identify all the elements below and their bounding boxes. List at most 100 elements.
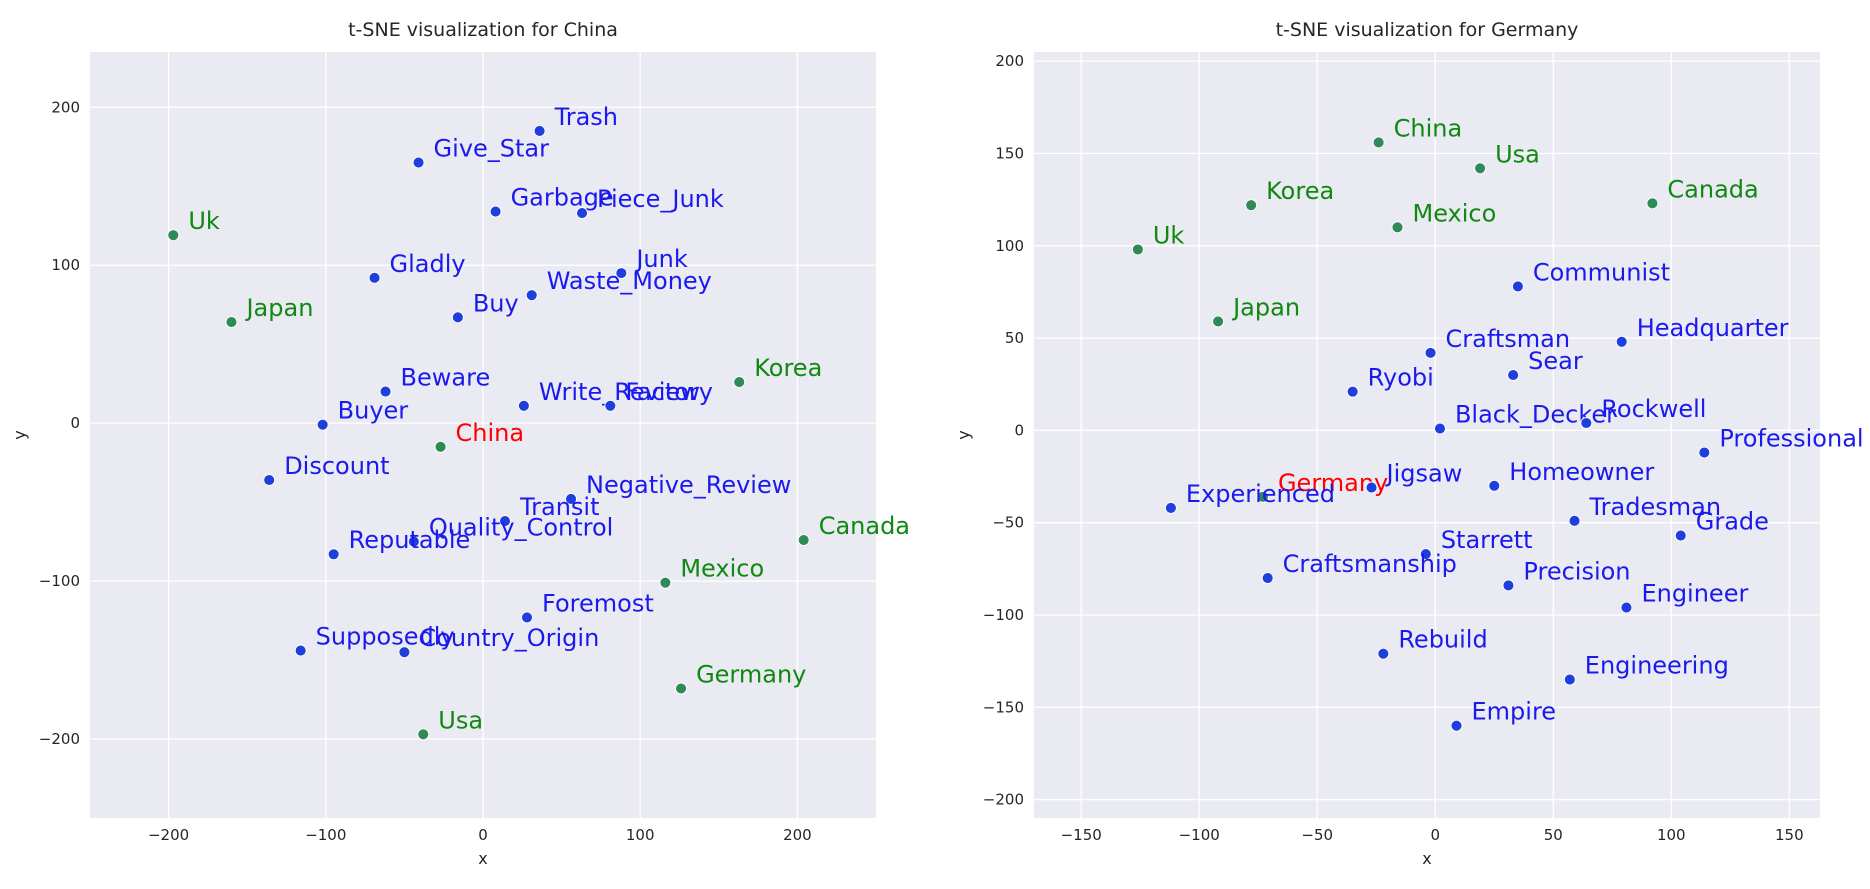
point-label: Piece_Junk [597, 185, 724, 213]
point-label: Buyer [338, 397, 409, 425]
scatter-point [675, 682, 688, 695]
x-tick-label: 100 [626, 826, 655, 844]
scatter-point [733, 376, 746, 389]
scatter-point [521, 611, 533, 624]
scatter-point [1164, 501, 1177, 514]
x-tick-label: −100 [1179, 826, 1220, 844]
point-label: Reputable [349, 526, 471, 554]
scatter-point [1615, 335, 1628, 348]
point-label: Canada [1667, 175, 1758, 203]
scatter-point [659, 576, 672, 589]
scatter-point [327, 548, 340, 561]
point-label: Usa [1495, 140, 1540, 168]
scatter-point [225, 316, 238, 329]
point-label: Junk [634, 245, 688, 273]
point-label: Rebuild [1398, 626, 1487, 654]
point-label: Garbage [511, 184, 614, 212]
scatter-point [1434, 422, 1446, 435]
scatter-point [1212, 315, 1225, 328]
point-label: Japan [244, 294, 313, 322]
scatter-point [615, 267, 628, 280]
point-label: Rockwell [1601, 395, 1706, 423]
y-axis-label: y [954, 430, 973, 439]
y-tick-label: 200 [995, 52, 1024, 70]
y-tick-label: −100 [39, 572, 80, 590]
point-label: Headquarter [1637, 314, 1789, 342]
scatter-point [294, 644, 307, 657]
x-tick-label: −200 [148, 826, 189, 844]
point-label: Mexico [680, 555, 764, 583]
scatter-point [398, 646, 411, 659]
y-tick-label: −200 [39, 730, 80, 748]
scatter-point [263, 474, 276, 486]
point-label: Uk [1153, 221, 1185, 249]
scatter-point [489, 205, 502, 218]
scatter-point [1563, 673, 1576, 686]
point-label: Empire [1472, 698, 1557, 726]
x-tick-label: 0 [1430, 826, 1440, 844]
x-axis-label: x [478, 849, 487, 868]
point-label: Grade [1696, 508, 1769, 536]
scatter-point [1511, 280, 1524, 293]
scatter-point [604, 399, 617, 412]
y-tick-label: −150 [983, 698, 1024, 716]
point-label: Ryobi [1368, 364, 1434, 392]
y-tick-label: 0 [1014, 421, 1024, 439]
point-label: Country_Origin [419, 624, 599, 652]
y-tick-label: 50 [1005, 329, 1024, 347]
scatter-point [533, 125, 546, 137]
y-tick-label: −200 [983, 791, 1024, 809]
point-label: Mexico [1412, 199, 1496, 227]
scatter-point [565, 493, 577, 505]
scatter-point [1245, 199, 1258, 212]
x-tick-label: 0 [478, 826, 488, 844]
point-label: Waste_Money [547, 267, 712, 295]
point-label: Craftsman [1446, 325, 1571, 353]
point-label: China [456, 419, 525, 447]
scatter-point [1674, 529, 1687, 542]
scatter-point [1488, 479, 1501, 492]
point-label: China [1394, 114, 1463, 142]
point-label: Tradesman [1589, 493, 1722, 521]
point-label: Foremost [542, 589, 654, 617]
chart-title: t-SNE visualization for Germany [1276, 19, 1579, 41]
chart-panel-1: −200 −100 0 100 200 −200 −100 0 100 200 t-SNE visu… [10, 19, 910, 868]
point-label: Sear [1528, 347, 1583, 375]
x-tick-label: −150 [1061, 826, 1102, 844]
scatter-point [1261, 572, 1274, 584]
point-label: Germany [696, 660, 806, 688]
point-label: Japan [1231, 293, 1300, 321]
point-label: Craftsmanship [1283, 550, 1457, 578]
scatter-point [1450, 719, 1463, 732]
scatter-point [576, 207, 588, 220]
scatter-point [1419, 548, 1432, 561]
scatter-point [525, 289, 538, 302]
scatter-point [1580, 417, 1593, 429]
y-tick-label: 100 [995, 237, 1024, 255]
plot-background [1034, 52, 1820, 818]
point-label: Negative_Review [586, 471, 791, 499]
point-label: Usa [438, 706, 483, 734]
y-axis-label: y [10, 430, 29, 439]
point-label: Gladly [390, 250, 466, 278]
scatter-point [797, 534, 810, 546]
point-label: Give_Star [434, 135, 550, 163]
chart-panel-2: −150 −100 −50 0 50 100 150 −200 −150 −100 −50 0 50 10… [954, 19, 1864, 868]
x-axis-label: x [1422, 849, 1431, 868]
x-tick-label: 150 [1775, 826, 1804, 844]
scatter-point [1391, 221, 1404, 234]
chart-title: t-SNE visualization for China [348, 19, 618, 41]
scatter-point [407, 535, 420, 548]
x-tick-label: −100 [305, 826, 346, 844]
x-tick-label: −50 [1301, 826, 1333, 844]
scatter-point [1620, 601, 1633, 614]
point-label: Beware [401, 364, 491, 392]
y-tick-label: −50 [992, 514, 1024, 532]
point-label: Experienced [1186, 480, 1335, 508]
scatter-point [1568, 514, 1581, 527]
scatter-point [316, 418, 329, 431]
scatter-point [379, 385, 392, 398]
scatter-point [434, 440, 447, 453]
x-tick-label: 200 [783, 826, 812, 844]
